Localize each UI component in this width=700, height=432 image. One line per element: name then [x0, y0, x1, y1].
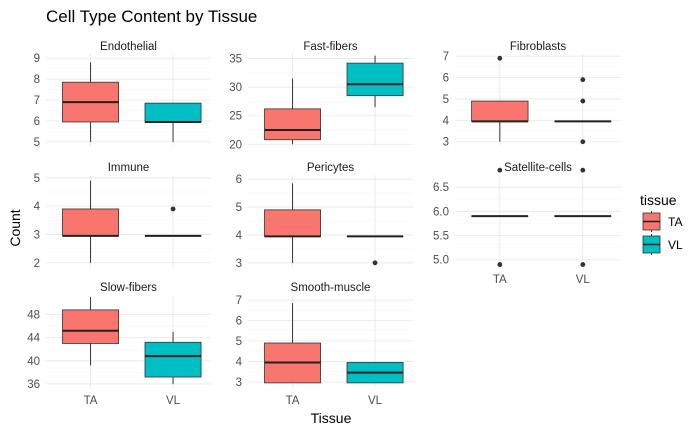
facet-pericytes: Pericytes 3 4 5 6: [236, 162, 413, 270]
y-tick-label: 4: [443, 115, 450, 127]
y-tick-label: 40: [27, 356, 40, 368]
facet-title-pericytes: Pericytes: [307, 162, 355, 174]
outlier-point-vl: [580, 98, 586, 104]
y-tick-label: 25: [229, 111, 242, 123]
y-tick-label: 5.5: [433, 231, 449, 243]
outlier-point-vl: [170, 206, 176, 212]
y-tick-label: 5: [236, 202, 242, 214]
y-tick-label: 3: [236, 377, 242, 389]
outlier-point-ta: [497, 262, 503, 267]
y-tick-label: 5.0: [433, 255, 449, 267]
y-tick-label: 6.5: [433, 182, 449, 194]
y-tick-label: 3: [34, 229, 40, 241]
facet-title-slow-fibers: Slow-fibers: [100, 282, 157, 294]
y-tick-label: 30: [229, 82, 242, 94]
x-tick-label-vl: VL: [166, 395, 181, 407]
facet-title-smooth-muscle: Smooth-muscle: [291, 282, 371, 294]
box-vl: [144, 341, 202, 378]
y-tick-label: 48: [27, 310, 40, 322]
y-tick-label: 35: [229, 54, 242, 66]
legend: tissue TA VL: [640, 192, 683, 255]
box-ta: [264, 209, 321, 237]
outlier-point-ta: [497, 55, 503, 61]
box-vl: [346, 62, 404, 97]
y-tick-label: 36: [27, 379, 40, 391]
facet-fast-fibers: Fast-fibers 20 25 30 35: [229, 41, 413, 151]
facet-title-endothelial: Endothelial: [100, 41, 157, 53]
y-tick-label: 5: [236, 336, 242, 348]
y-tick-label: 3: [236, 258, 242, 270]
y-tick-label: 5: [34, 173, 40, 185]
box-ta: [62, 309, 119, 344]
y-tick-label: 6: [443, 73, 449, 85]
facet-title-fast-fibers: Fast-fibers: [303, 41, 358, 53]
y-tick-label: 4: [34, 201, 41, 213]
y-tick-label: 5: [34, 137, 40, 149]
box-vl: [144, 102, 202, 123]
y-tick-label: 7: [236, 295, 242, 307]
outlier-point-vl: [580, 262, 586, 267]
facet-title-immune: Immune: [108, 162, 150, 174]
outlier-point-vl: [580, 77, 586, 83]
legend-title: tissue: [640, 192, 677, 208]
y-tick-label: 7: [34, 95, 40, 107]
box-ta: [264, 108, 321, 141]
box-ta: [62, 208, 119, 237]
facet-endothelial: Endothelial 5 6 7 8 9: [34, 41, 211, 149]
outlier-point-ta: [497, 167, 503, 173]
outlier-point-vl: [372, 260, 378, 266]
x-axis-title: Tissue: [311, 410, 352, 426]
y-tick-label: 20: [229, 139, 242, 151]
y-tick-label: 4: [236, 230, 243, 242]
y-tick-label: 3: [443, 137, 449, 149]
outlier-point-vl: [580, 139, 586, 145]
y-tick-label: 6: [34, 116, 40, 128]
facet-slow-fibers: Slow-fibers 36 40 44 48 TA VL: [27, 282, 211, 407]
legend-label-ta: TA: [668, 215, 682, 229]
facet-panels: Endothelial56789Fast-fibers20253035Fibro…: [27, 41, 621, 407]
y-tick-label: 6: [236, 316, 242, 328]
facet-satellite-cells: Satellite-cells 5.0 5.5 6.0 6.5 TA VL: [433, 162, 621, 286]
y-tick-label: 7: [443, 51, 449, 63]
x-tick-label-vl: VL: [368, 395, 383, 407]
x-tick-label-ta: TA: [84, 395, 98, 407]
y-tick-label: 44: [27, 333, 40, 345]
legend-label-vl: VL: [668, 238, 683, 252]
x-tick-label-ta: TA: [286, 395, 300, 407]
y-tick-label: 9: [34, 53, 40, 65]
y-axis-title: Count: [7, 209, 23, 246]
y-tick-label: 4: [236, 356, 243, 368]
y-tick-label: 2: [34, 258, 40, 270]
x-tick-label-vl: VL: [576, 274, 591, 286]
box-ta: [471, 100, 529, 122]
y-tick-label: 8: [34, 74, 40, 86]
facet-title-satellite-cells: Satellite-cells: [504, 162, 572, 174]
y-tick-label: 5: [443, 94, 449, 106]
facet-smooth-muscle: Smooth-muscle 3 4 5 6 7 TA VL: [236, 282, 413, 407]
x-tick-label-ta: TA: [493, 274, 507, 286]
facet-fibroblasts: Fibroblasts 3 4 5 6 7: [443, 41, 621, 149]
facet-title-fibroblasts: Fibroblasts: [510, 41, 566, 53]
y-tick-label: 6.0: [433, 206, 449, 218]
facet-immune: Immune 2 3 4 5: [34, 162, 211, 270]
chart-title: Cell Type Content by Tissue: [46, 7, 257, 26]
outlier-point-vl: [580, 167, 586, 173]
y-tick-label: 6: [236, 174, 242, 186]
